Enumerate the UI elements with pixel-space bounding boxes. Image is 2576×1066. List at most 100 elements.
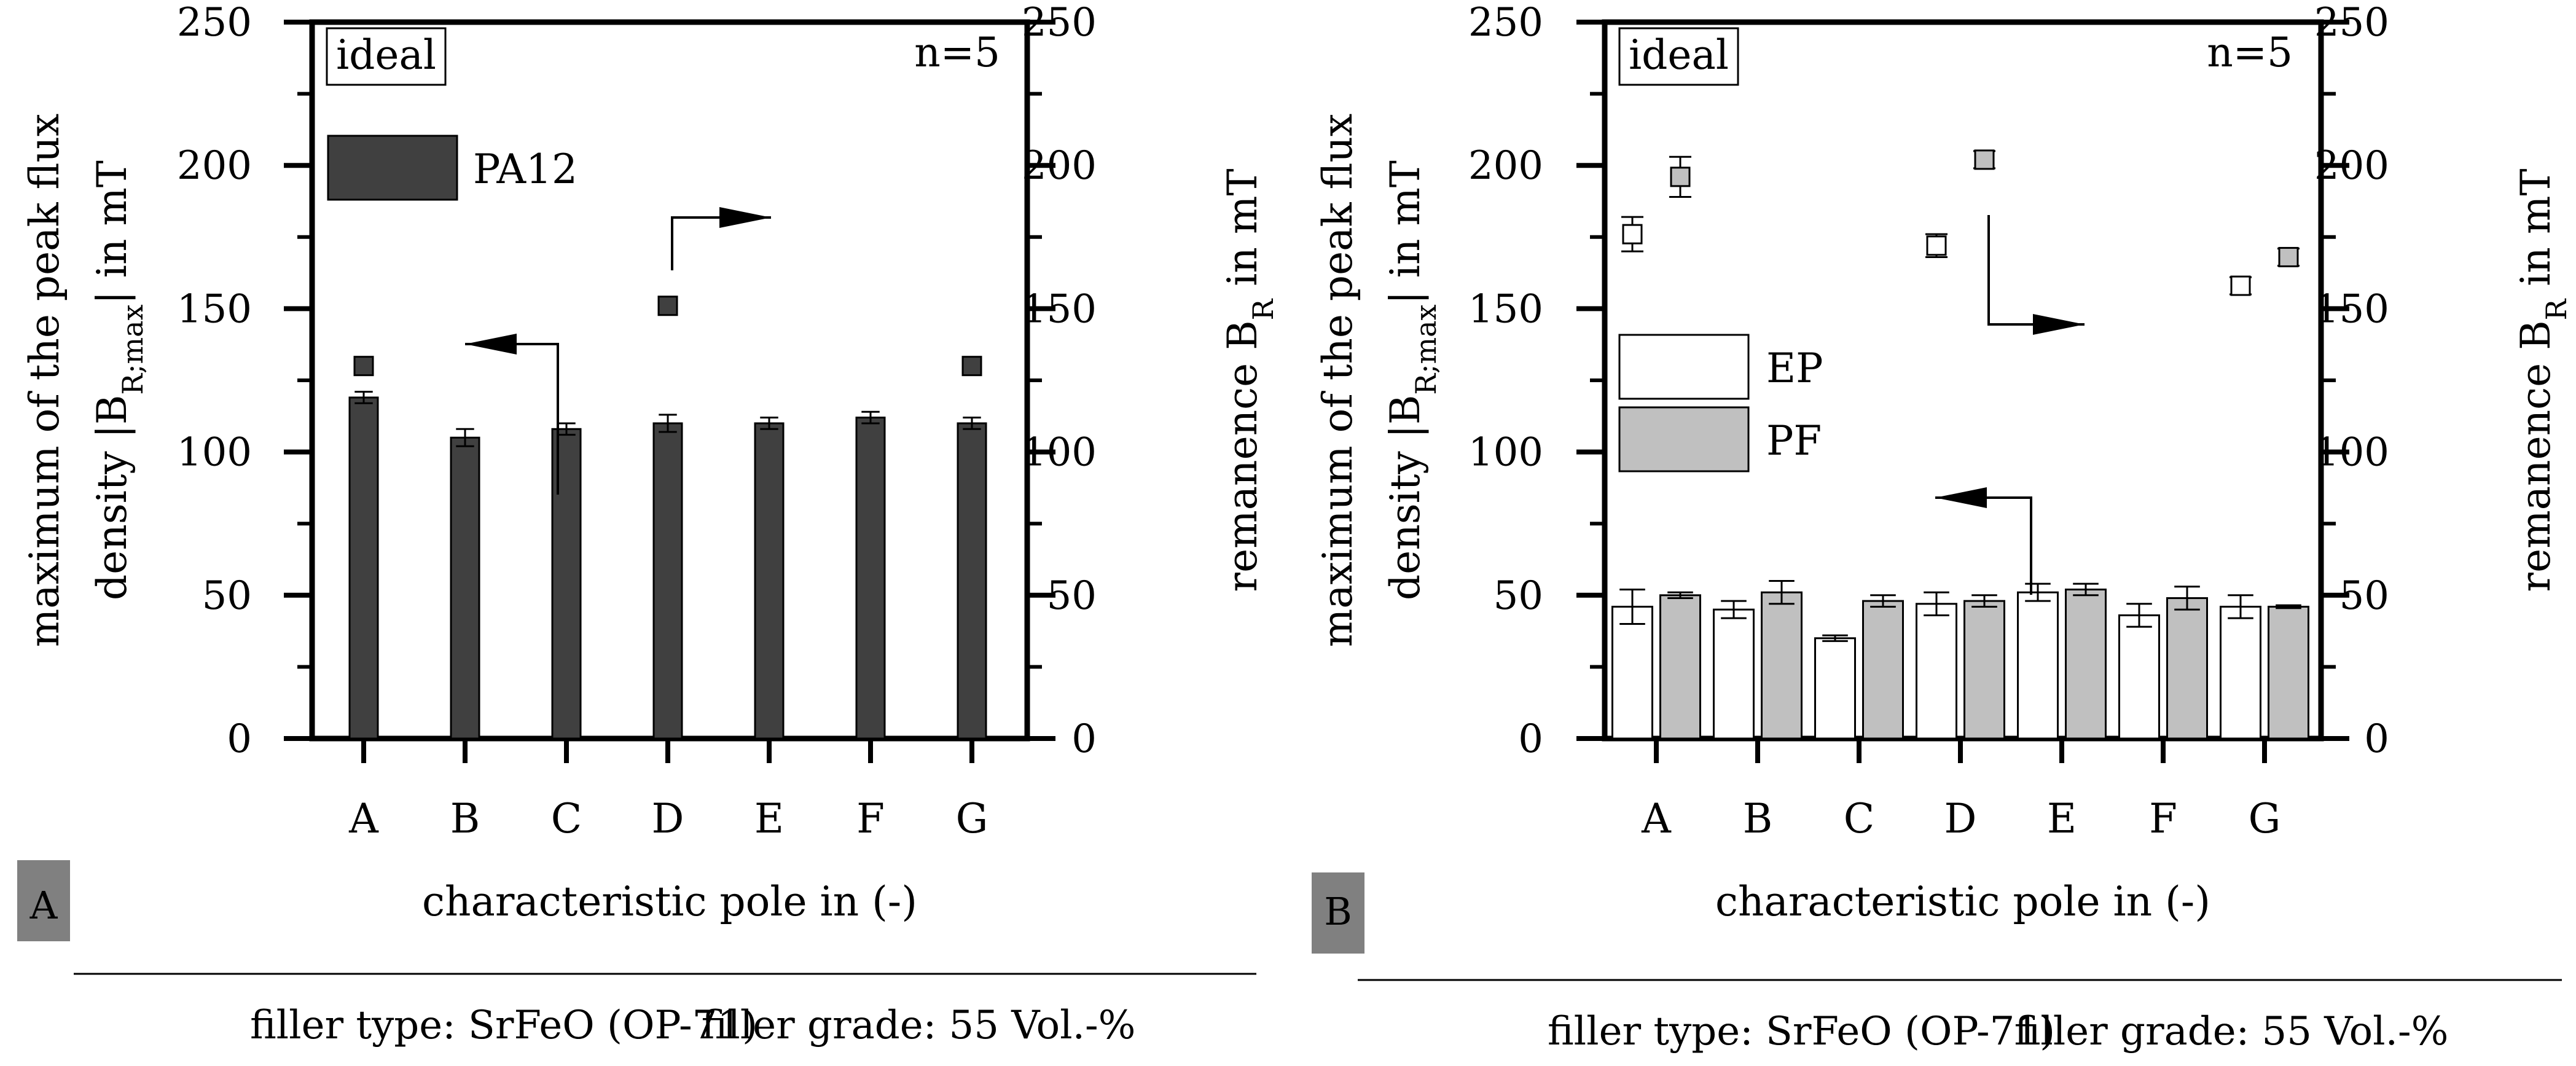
panel-b-right-axis-arrow-head (2033, 314, 2085, 335)
panel-b-bar-ep (2220, 605, 2261, 740)
panel-a-category-label: C (551, 795, 582, 842)
panel-b-bar-ep (1814, 637, 1856, 740)
panel-a-badge-label: A (29, 883, 58, 928)
panel-b-bar-ep (2118, 614, 2160, 740)
panel-b-left-tick-label: 0 (1518, 716, 1543, 762)
panel-a-right-tick-label: 200 (1022, 143, 1097, 189)
panel-b-remanence-marker-pf (1974, 149, 1995, 170)
panel-b-right-tick-label: 0 (2364, 716, 2389, 762)
panel-a-bar-pa12 (855, 417, 886, 740)
panel-a-ylabel-right-subscript: R (1247, 298, 1280, 320)
panel-a-ylabel-left-part: | in mT (88, 160, 136, 304)
panel-b-xlabel: characteristic pole in (-) (1715, 878, 2210, 925)
panel-a-left-tick-label: 200 (177, 143, 252, 189)
panel-b-bar-pf (1659, 594, 1701, 740)
panel-a-bar-pa12 (652, 422, 683, 740)
panel-b-legend-label-ep: EP (1766, 345, 1823, 392)
panel-a-ylabel-left-subscript: R;max (116, 304, 149, 394)
panel-a-ideal-label: ideal (336, 31, 436, 79)
panel-b: ideal n=5 0 0 50 50 100 100 150 150 200 200 250 250 A B… (1312, 0, 2573, 1054)
panel-a-left-axis-arrow (465, 334, 559, 495)
panel-b-ylabel-left-subscript: R;max (1409, 304, 1443, 394)
panel-b-bar-pf (1963, 600, 2005, 740)
panel-b-ylabel-left-part: | in mT (1382, 160, 1429, 304)
panel-a-ylabel-right-part: in mT (1219, 169, 1266, 299)
panel-b-bar-ep (1916, 603, 1957, 740)
panel-b-right-axis-arrow (1987, 215, 2085, 335)
panel-a: ideal n=5 0 0 50 50 100 100 150 150 200 200 250 250 A B… (17, 0, 1280, 1048)
panel-a-left-tick-label: 0 (227, 716, 252, 762)
panel-b-left-tick-label: 50 (1494, 573, 1543, 619)
panel-a-right-tick-label: 250 (1022, 0, 1097, 45)
panel-b-footer-filler-grade: filler grade: 55 Vol.-% (2014, 1009, 2449, 1054)
panel-a-footer-filler-type: filler type: SrFeO (OP-71) (250, 1003, 758, 1048)
panel-a-remanence-marker-pa12 (353, 356, 374, 377)
panel-b-left-axis-arrow-head (1935, 487, 1987, 508)
panel-b-badge-label: B (1324, 889, 1352, 934)
panel-a-remanence-marker-pa12 (657, 296, 678, 316)
panel-b-legend-swatch-pf (1618, 406, 1750, 472)
panel-b-bar-ep (1713, 608, 1755, 740)
panel-b-category-label: F (2149, 795, 2177, 842)
panel-a-footer-filler-grade: filler grade: 55 Vol.-% (702, 1003, 1136, 1048)
panel-b-remanence-marker-ep (1622, 224, 1643, 245)
panel-a-right-axis-arrow-head (719, 207, 771, 228)
panel-a-right-tick-label: 100 (1022, 430, 1097, 476)
panel-a-category-label: A (348, 795, 379, 842)
panel-b-ideal-box (1618, 27, 1739, 86)
panel-b-bar-pf (2268, 605, 2309, 740)
panel-b-footer-filler-type: filler type: SrFeO (OP-71) (1548, 1009, 2055, 1054)
panel-a-category-label: B (450, 795, 480, 842)
panel-b-right-tick-label: 100 (2314, 430, 2389, 476)
panel-b-left-tick-label: 150 (1468, 286, 1543, 332)
panel-b-right-tick-label: 200 (2314, 143, 2389, 189)
panel-a-right-tick-label: 150 (1022, 286, 1097, 332)
panel-a-right-tick-label: 0 (1071, 716, 1097, 762)
panel-b-right-tick-label: 50 (2339, 573, 2389, 619)
panel-b-legend-swatch-ep (1618, 334, 1750, 400)
panel-b-category-label: B (1743, 795, 1773, 842)
panel-b-ylabel-left-line1: maximum of the peak flux (1314, 114, 1361, 648)
panel-a-bar-pa12 (754, 422, 785, 740)
panel-a-right-axis-arrow (671, 207, 771, 270)
panel-a-bar-pa12 (957, 422, 987, 740)
panel-b-badge (1312, 872, 1364, 954)
panel-a-left-axis-arrow-head (465, 334, 517, 355)
panel-a-xlabel: characteristic pole in (-) (422, 878, 917, 925)
panel-b-bar-ep (2017, 591, 2059, 740)
panel-a-ylabel-left-line2: density |BR;max| in mT (88, 160, 149, 600)
panel-a-left-tick-label: 100 (177, 430, 252, 476)
panel-a-left-tick-label: 250 (177, 0, 252, 45)
panel-b-category-label: D (1944, 795, 1977, 842)
panel-a-ylabel-right-part: remanence B (1219, 320, 1266, 592)
panel-b-remanence-marker-ep (1926, 235, 1947, 256)
panel-a-ylabel-left-part: density |B (88, 395, 136, 600)
panel-b-bar-pf (1761, 591, 1803, 740)
panel-a-right-tick-label: 50 (1047, 573, 1097, 619)
panel-a-bar-pa12 (348, 396, 379, 740)
panel-b-category-label: G (2249, 795, 2281, 842)
panel-b-remanence-marker-pf (2278, 246, 2299, 267)
panel-a-ideal-box (326, 27, 447, 86)
panel-b-ylabel-right: remanence BR in mT (2512, 169, 2573, 592)
panel-b-category-label: E (2047, 795, 2077, 842)
panel-a-left-tick-label: 150 (177, 286, 252, 332)
panel-b-bar-pf (2166, 597, 2208, 740)
panel-b-bar-pf (1862, 600, 1904, 740)
panel-a-remanence-marker-pa12 (961, 356, 982, 377)
panel-a-left-tick-label: 50 (202, 573, 252, 619)
panel-a-badge (17, 860, 70, 941)
panel-a-category-label: E (754, 795, 784, 842)
panel-b-left-tick-label: 200 (1468, 143, 1543, 189)
panel-b-right-tick-label: 150 (2314, 286, 2389, 332)
panel-b-ylabel-right-part: in mT (2512, 169, 2559, 299)
panel-b-remanence-marker-pf (1670, 167, 1691, 187)
panel-a-ylabel-left-line1: maximum of the peak flux (21, 114, 68, 648)
panel-b-ylabel-left-line2: density |BR;max| in mT (1382, 160, 1443, 600)
panel-a-bar-pa12 (551, 428, 582, 740)
panel-a-category-label: F (856, 795, 885, 842)
panel-a-category-label: D (652, 795, 684, 842)
panel-b-category-label: A (1641, 795, 1672, 842)
panel-a-n-label: n=5 (914, 29, 1000, 76)
